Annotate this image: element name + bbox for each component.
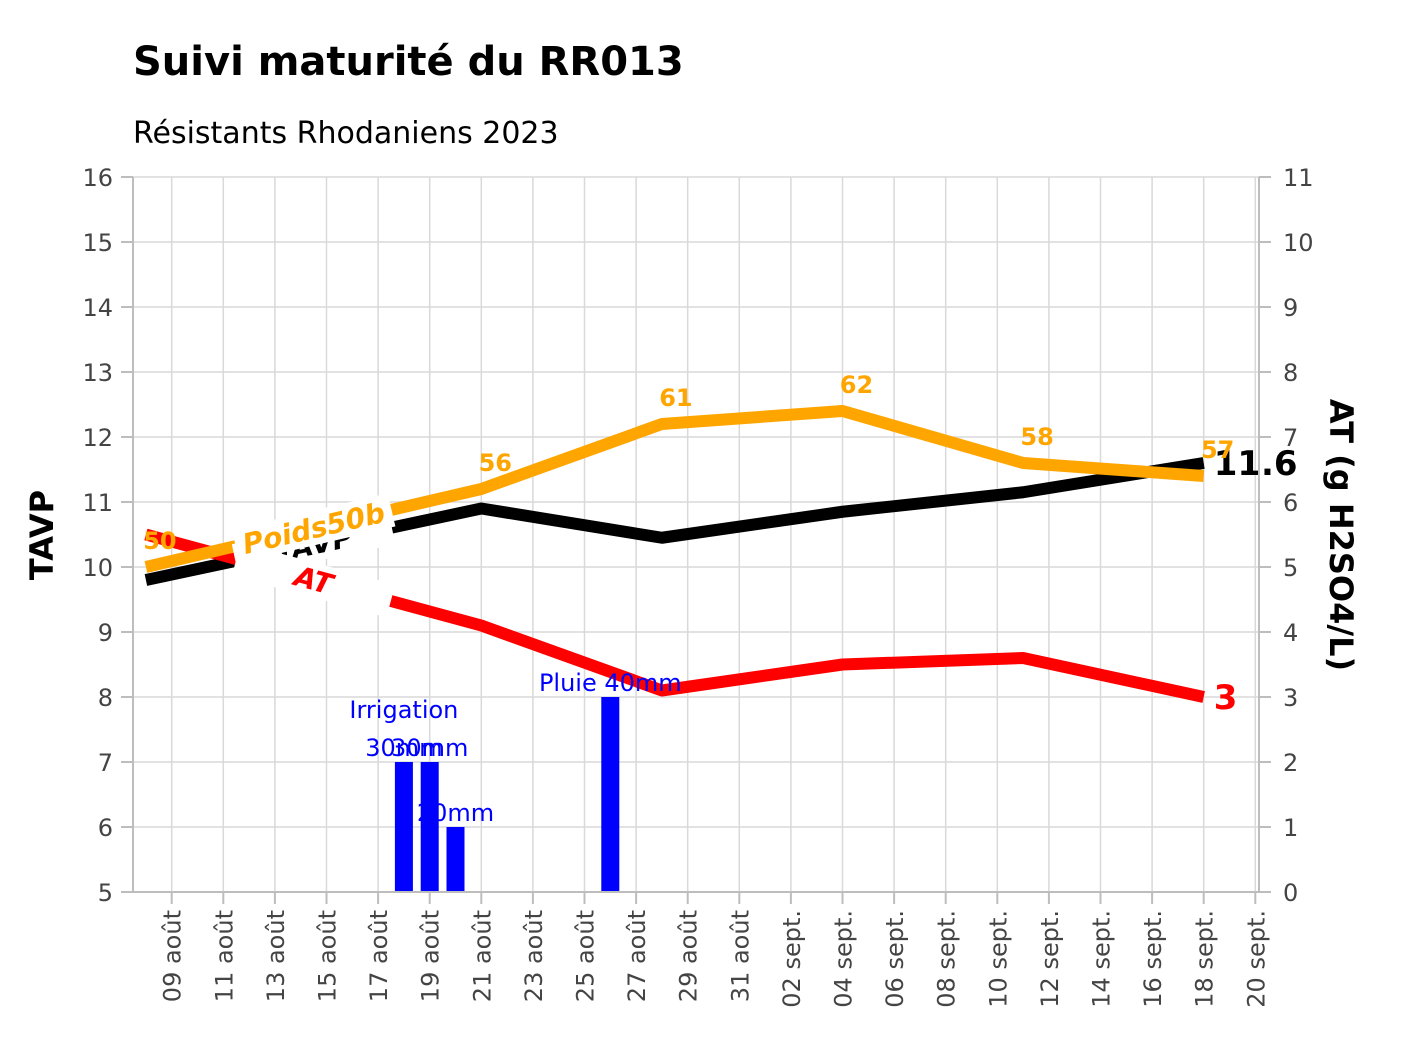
rain-bar-label-line: Pluie 40mm bbox=[539, 669, 682, 697]
x-tick-label: 27 août bbox=[623, 910, 651, 1002]
x-tick-label: 02 sept. bbox=[778, 910, 806, 1008]
rain-bar-label: Irrigation 30mm bbox=[349, 696, 458, 762]
x-tick-label: 15 août bbox=[314, 910, 342, 1002]
y-left-tick-label: 11 bbox=[82, 489, 113, 517]
x-tick-label: 23 août bbox=[520, 910, 548, 1002]
y-left-tick-label: 13 bbox=[82, 359, 113, 387]
rain-bar-label: Pluie 40mm bbox=[539, 669, 682, 697]
y-right-tick-label: 6 bbox=[1283, 489, 1298, 517]
y-right-tick-label: 0 bbox=[1283, 879, 1298, 907]
x-tick-label: 06 sept. bbox=[881, 910, 909, 1008]
rain-irrigation-bars bbox=[394, 697, 620, 892]
y-left-tick-label: 12 bbox=[82, 424, 113, 452]
y-left-tick-label: 14 bbox=[82, 294, 113, 322]
rain-bar bbox=[446, 827, 465, 892]
end-label-tavp: 11.6 bbox=[1214, 444, 1298, 484]
x-tick-label: 18 sept. bbox=[1191, 910, 1219, 1008]
y-right-tick-label: 10 bbox=[1283, 229, 1314, 257]
y-axis-right-title: AT (g H2SO4/L) bbox=[1322, 399, 1360, 671]
x-tick-label: 12 sept. bbox=[1036, 910, 1064, 1008]
x-tick-label: 16 sept. bbox=[1139, 910, 1167, 1008]
rain-bar bbox=[601, 697, 620, 892]
y-right-tick-label: 9 bbox=[1283, 294, 1298, 322]
series-lines bbox=[144, 405, 1205, 703]
x-tick-label: 11 août bbox=[210, 910, 238, 1002]
y-right-tick-label: 2 bbox=[1283, 749, 1298, 777]
rain-bar-label-line: 30mm bbox=[391, 734, 468, 762]
chart-subtitle: Résistants Rhodaniens 2023 bbox=[133, 116, 559, 151]
series-label-knockout bbox=[231, 542, 396, 618]
x-tick-label: 21 août bbox=[468, 910, 496, 1002]
point-label: 57 bbox=[1201, 436, 1234, 464]
point-label: 50 bbox=[143, 527, 176, 555]
x-tick-label: 17 août bbox=[365, 910, 393, 1002]
series-label-knockout bbox=[231, 493, 396, 563]
y-right-tick-label: 4 bbox=[1283, 619, 1298, 647]
y-left-tick-label: 9 bbox=[98, 619, 113, 647]
rain-bar-label: 30mm bbox=[391, 734, 468, 762]
x-tick-label: 25 août bbox=[572, 910, 600, 1002]
y-right-tick-label: 7 bbox=[1283, 424, 1298, 452]
y-left-tick-label: 8 bbox=[98, 684, 113, 712]
y-right-tick-label: 8 bbox=[1283, 359, 1298, 387]
y-right-tick-label: 11 bbox=[1283, 164, 1314, 192]
point-label: 61 bbox=[659, 384, 692, 412]
y-left-tick-label: 15 bbox=[82, 229, 113, 257]
y-right-tick-label: 3 bbox=[1283, 684, 1298, 712]
point-label: 62 bbox=[840, 371, 873, 399]
x-tick-label: 09 août bbox=[159, 910, 187, 1002]
rain-bar-label-line: Irrigation bbox=[349, 696, 458, 724]
x-tick-label: 29 août bbox=[675, 910, 703, 1002]
y-right-tick-label: 5 bbox=[1283, 554, 1298, 582]
chart-title: Suivi maturité du RR013 bbox=[133, 39, 684, 85]
y-left-tick-label: 16 bbox=[82, 164, 113, 192]
series-line-tavp bbox=[144, 457, 1205, 586]
x-tick-label: 13 août bbox=[262, 910, 290, 1002]
x-tick-label: 20 sept. bbox=[1242, 910, 1270, 1008]
y-right-tick-label: 1 bbox=[1283, 814, 1298, 842]
y-left-tick-label: 7 bbox=[98, 749, 113, 777]
series-line-poids50b bbox=[144, 405, 1205, 573]
x-tick-label: 31 août bbox=[726, 910, 754, 1002]
y-left-tick-label: 5 bbox=[98, 879, 113, 907]
rain-bar bbox=[394, 762, 413, 892]
rain-bar-label-line: 20mm bbox=[417, 799, 494, 827]
rain-bar-label-line: 30mm bbox=[365, 734, 442, 762]
series-line-at bbox=[144, 528, 1205, 703]
x-tick-label: 08 sept. bbox=[933, 910, 961, 1008]
y-left-tick-label: 10 bbox=[82, 554, 113, 582]
point-label: 58 bbox=[1020, 423, 1053, 451]
x-tick-label: 14 sept. bbox=[1088, 910, 1116, 1008]
rain-bar bbox=[420, 762, 439, 892]
rain-bar-label: 20mm bbox=[417, 799, 494, 827]
y-left-tick-label: 6 bbox=[98, 814, 113, 842]
end-label-at: 3 bbox=[1214, 678, 1238, 718]
x-tick-label: 19 août bbox=[417, 910, 445, 1002]
point-label: 56 bbox=[479, 449, 512, 477]
x-tick-label: 04 sept. bbox=[830, 910, 858, 1008]
y-axis-left-title: TAVP bbox=[23, 490, 61, 580]
x-tick-label: 10 sept. bbox=[984, 910, 1012, 1008]
